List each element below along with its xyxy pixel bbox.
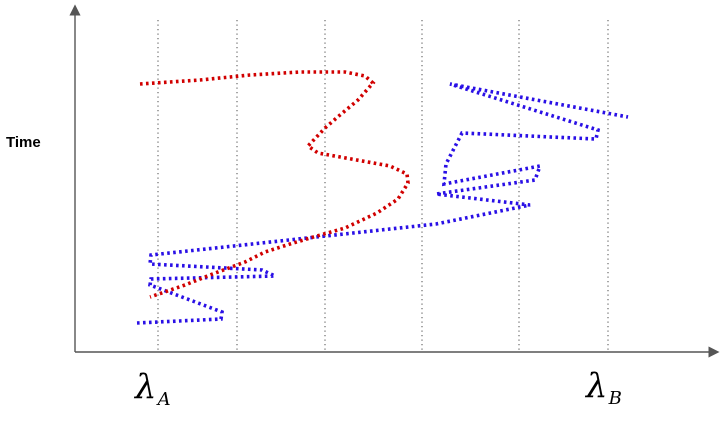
blue-path [137, 84, 628, 323]
lambda-a-symbol: λ [135, 367, 157, 407]
lambda-b-symbol: λ [586, 366, 608, 406]
y-axis-label: Time [6, 134, 41, 151]
lambda-b-label: λB [586, 369, 622, 403]
red-path [140, 72, 408, 297]
lambda-a-label: λA [135, 370, 171, 404]
lambda-b-subscript: B [609, 388, 622, 409]
lambda-a-subscript: A [158, 389, 171, 410]
